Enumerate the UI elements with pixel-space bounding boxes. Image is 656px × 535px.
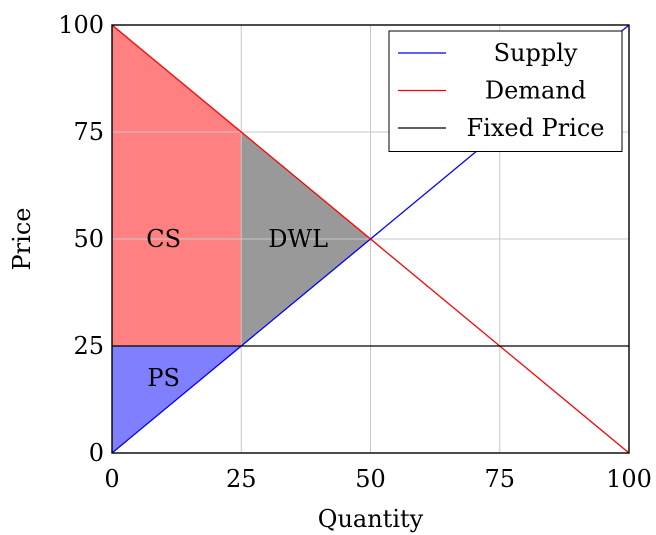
- x-tick-label: 100: [606, 465, 652, 493]
- region-label-ps: PS: [147, 364, 180, 392]
- legend: Supply Demand Fixed Price: [388, 30, 623, 152]
- plot-frame: [111, 24, 630, 454]
- x-tick-label: 0: [104, 465, 119, 493]
- y-tick-label: 50: [73, 225, 104, 253]
- region-label-dwl: DWL: [268, 225, 328, 253]
- x-tick-label: 25: [226, 465, 257, 493]
- y-tick-label: 75: [73, 118, 104, 146]
- x-tick-label: 50: [355, 465, 386, 493]
- y-axis-label: Price: [8, 208, 36, 271]
- x-tick-label: 75: [484, 465, 515, 493]
- region-label-cs: CS: [146, 225, 181, 253]
- y-tick-labels: 0 25 50 75 100: [58, 11, 104, 467]
- region-cs: [112, 25, 242, 346]
- y-tick-label: 0: [89, 439, 104, 467]
- x-axis-label: Quantity: [318, 505, 424, 533]
- y-tick-label: 100: [58, 11, 104, 39]
- region-labels: CS PS DWL: [146, 225, 328, 392]
- legend-label: Demand: [485, 77, 586, 105]
- legend-label: Supply: [494, 39, 578, 67]
- legend-label: Fixed Price: [467, 114, 605, 142]
- legend-box: [388, 30, 623, 152]
- x-tick-labels: 0 25 50 75 100: [104, 465, 652, 493]
- y-tick-label: 25: [73, 332, 104, 360]
- series-line-demand: [111, 24, 630, 454]
